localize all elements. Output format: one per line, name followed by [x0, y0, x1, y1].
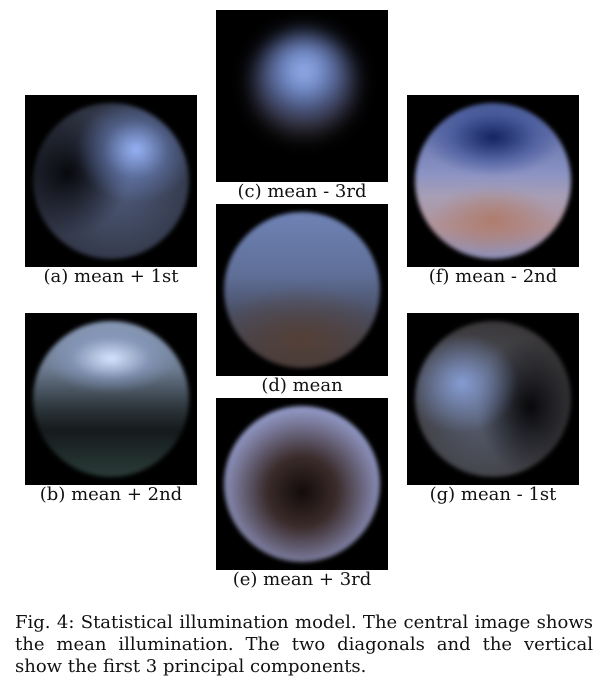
caption-b: (b) mean + 2nd: [39, 484, 183, 505]
caption-f: (f) mean - 2nd: [428, 266, 558, 287]
caption-e: (e) mean + 3rd: [232, 569, 372, 590]
sphere-render-e: [224, 406, 380, 562]
panel-e-image: [216, 398, 388, 570]
sphere-render-c: [252, 32, 356, 136]
panel-c-image: [216, 10, 388, 182]
caption-d: (d) mean: [261, 375, 343, 396]
figure-caption: Fig. 4: Statistical illumination model. …: [15, 612, 593, 677]
caption-g: (g) mean - 1st: [429, 484, 557, 505]
panel-g-image: [407, 313, 579, 485]
caption-c: (c) mean - 3rd: [237, 181, 367, 202]
panel-a-image: [25, 95, 197, 267]
panel-f-image: [407, 95, 579, 267]
panel-b-image: [25, 313, 197, 485]
sphere-render-a: [33, 103, 189, 259]
sphere-render-d: [224, 212, 380, 368]
caption-a: (a) mean + 1st: [43, 266, 179, 287]
sphere-render-f: [415, 103, 571, 259]
sphere-render-b: [33, 321, 189, 477]
panel-d-image: [216, 204, 388, 376]
sphere-render-g: [415, 321, 571, 477]
